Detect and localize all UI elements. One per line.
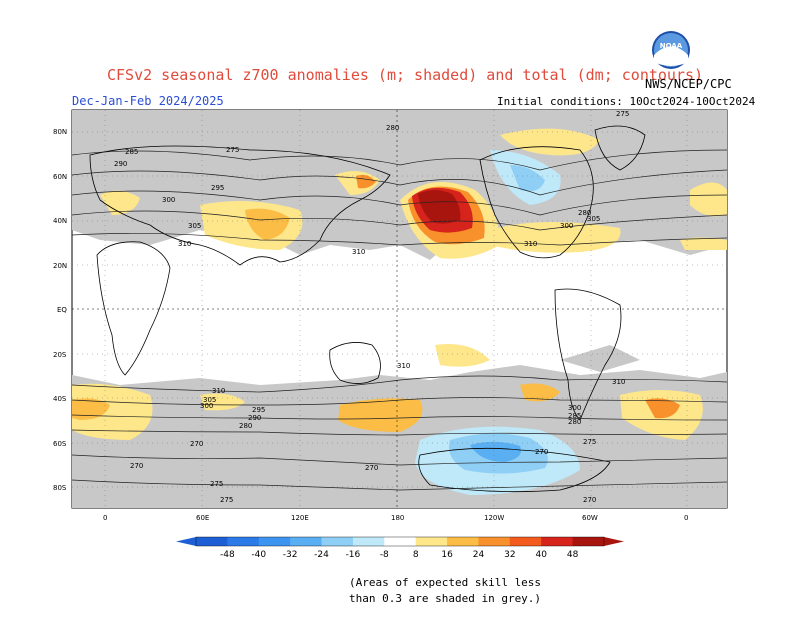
contour-label: 310 [178, 240, 191, 248]
colorbar-tick-label: 16 [441, 550, 453, 560]
contour-label: 280 [568, 418, 581, 426]
lat-label: 80S [53, 484, 67, 492]
contour-label: 290 [114, 160, 127, 168]
contour-label: 295 [211, 184, 224, 192]
map-title: CFSv2 seasonal z700 anomalies (m; shaded… [107, 66, 704, 84]
lon-label: 180 [391, 514, 404, 522]
lon-label: 60E [196, 514, 209, 522]
lon-label: 120E [291, 514, 309, 522]
colorbar-outline [195, 536, 605, 547]
colorbar-tick-label: -24 [314, 550, 329, 560]
contour-label: 310 [612, 378, 625, 386]
colorbar-swatch [352, 537, 385, 546]
lon-label: 0 [103, 514, 107, 522]
lat-label: EQ [57, 306, 67, 314]
lon-label: 120W [484, 514, 504, 522]
skill-note-line2: than 0.3 are shaded in grey.) [349, 592, 542, 605]
contour-label: 275 [210, 480, 223, 488]
contour-label: 270 [535, 448, 548, 456]
latitude-labels: 80N 60N 40N 20N EQ 20S 40S 60S 80S [53, 128, 67, 492]
colorbar-tick-label: 8 [413, 550, 419, 560]
colorbar-left-arrow [176, 537, 196, 546]
contour-label: 300 [568, 404, 581, 412]
season-label: Dec-Jan-Feb 2024/2025 [72, 94, 224, 108]
contour-label: 280 [239, 422, 252, 430]
contour-label: 310 [524, 240, 537, 248]
colorbar-swatch [415, 537, 448, 546]
colorbar-tick-label: -8 [380, 550, 389, 560]
colorbar-tick-label: -16 [346, 550, 361, 560]
lat-label: 60S [53, 440, 67, 448]
contour-label: 305 [188, 222, 201, 230]
contour-label: 310 [397, 362, 410, 370]
contour-label: 305 [203, 396, 216, 404]
lat-label: 80N [53, 128, 67, 136]
colorbar-swatch [227, 537, 260, 546]
longitude-labels: 0 60E 120E 180 120W 60W 0 [103, 514, 688, 522]
grid-lines-minor [72, 110, 727, 508]
contour-label: 305 [587, 215, 600, 223]
lat-label: 40N [53, 217, 67, 225]
colorbar: -48 -40 -32 -24 -16 -8 8 16 24 32 40 48 [176, 536, 624, 560]
contour-label: 285 [568, 412, 581, 420]
contour-label: 290 [248, 414, 261, 422]
anomaly-shading [72, 128, 727, 495]
initial-conditions-label: Initial conditions: 10Oct2024-10Oct2024 [497, 95, 756, 108]
skill-note-line1: (Areas of expected skill less [349, 576, 542, 589]
lon-label: 60W [582, 514, 598, 522]
contour-label: 275 [226, 146, 239, 154]
contour-label: 285 [125, 148, 138, 156]
colorbar-tick-label: 40 [536, 550, 548, 560]
contour-label: 270 [583, 496, 596, 504]
colorbar-swatch [447, 537, 479, 546]
contour-label: 310 [352, 248, 365, 256]
colorbar-tick-label: 24 [473, 550, 485, 560]
colorbar-tick-label: -32 [283, 550, 298, 560]
contour-label: 270 [190, 440, 203, 448]
contour-label: 270 [130, 462, 143, 470]
lat-label: 60N [53, 173, 67, 181]
colorbar-swatch [384, 537, 417, 546]
colorbar-right-arrow [604, 537, 624, 546]
contour-label: 270 [365, 464, 378, 472]
colorbar-tick-label: 32 [504, 550, 515, 560]
contour-labels: 280 275 285 290 295 300 305 310 310 310 … [114, 110, 629, 504]
grid-lines [72, 110, 727, 508]
logo-text: NOAA [660, 42, 683, 50]
colorbar-tick-label: 48 [567, 550, 579, 560]
colorbar-swatch [290, 537, 323, 546]
colorbar-swatch [321, 537, 354, 546]
contour-label: 300 [200, 402, 213, 410]
colorbar-swatch [572, 537, 605, 546]
lat-label: 20S [53, 351, 67, 359]
lat-label: 20N [53, 262, 67, 270]
height-contours [71, 149, 728, 491]
colorbar-swatch [509, 537, 542, 546]
colorbar-swatch [258, 537, 291, 546]
contour-label: 275 [220, 496, 233, 504]
lat-label: 40S [53, 395, 67, 403]
contour-label: 280 [386, 124, 399, 132]
colorbar-tick-label: -48 [220, 550, 235, 560]
contour-label: 300 [560, 222, 573, 230]
contour-label: 280 [578, 209, 591, 217]
colorbar-swatch [541, 537, 574, 546]
contour-label: 275 [616, 110, 629, 118]
colorbar-swatch [196, 537, 228, 546]
contour-label: 310 [212, 387, 225, 395]
contour-label: 275 [583, 438, 596, 446]
noaa-logo-icon: NOAA [652, 31, 690, 69]
contour-label: 295 [252, 406, 265, 414]
lon-label: 0 [684, 514, 688, 522]
colorbar-tick-label: -40 [251, 550, 266, 560]
agency-label: NWS/NCEP/CPC [645, 77, 732, 91]
contour-label: 300 [162, 196, 175, 204]
colorbar-swatch [478, 537, 511, 546]
